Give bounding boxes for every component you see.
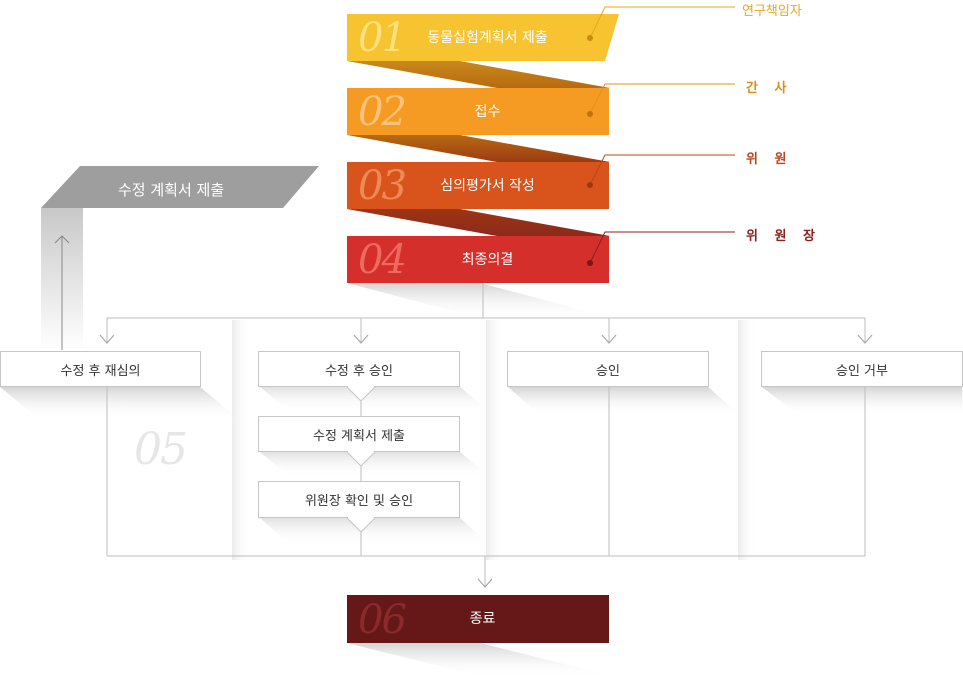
- role-01: 연구책임자: [742, 4, 802, 19]
- step-03-label: 심의평가서 작성: [440, 178, 535, 194]
- role-02: 간 사: [746, 81, 793, 96]
- col-shadow-2: [232, 320, 250, 560]
- ribbon-01-02: [347, 61, 610, 88]
- flow-lines: [106, 283, 866, 586]
- revise-label: 수정 계획서 제출: [118, 181, 225, 199]
- step-04-number: 04: [358, 237, 407, 283]
- step-05-number: 05: [134, 424, 188, 475]
- role-04: 위 원 장: [746, 229, 821, 244]
- ribbon-02-03: [347, 135, 610, 162]
- outcome-approve: 승인: [507, 351, 709, 387]
- flow-arrowheads: [99, 334, 873, 588]
- step-03-bar: [347, 162, 609, 209]
- step-01-label: 동물실험계획서 제출: [427, 30, 548, 46]
- step-01-bar: [347, 14, 619, 61]
- outcome-reject: 승인 거부: [761, 351, 963, 387]
- step-02-number: 02: [358, 89, 407, 135]
- sub-step-submit-revised: 수정 계획서 제출: [258, 416, 460, 452]
- outcome-revise-approve: 수정 후 승인: [258, 351, 460, 387]
- revise-arrow-head: [54, 235, 70, 244]
- outcome-revise-rereview: 수정 후 재심의: [0, 351, 201, 387]
- col-shadow-3: [486, 320, 504, 560]
- step-04-bar: [347, 236, 609, 283]
- step-02-label: 접수: [474, 104, 501, 120]
- step-06-number: 06: [358, 597, 407, 643]
- role-03: 위 원: [746, 152, 793, 167]
- ribbon-03-04: [347, 209, 610, 236]
- step-01-number: 01: [358, 15, 407, 61]
- sub-step-chair-confirm: 위원장 확인 및 승인: [258, 481, 460, 518]
- step-02-bar: [347, 88, 609, 135]
- step-04-label: 최종의결: [461, 252, 514, 268]
- col-shadow-4: [738, 320, 756, 560]
- step-06-bar: [347, 595, 609, 643]
- step-06-label: 종료: [469, 611, 496, 627]
- revise-bar: [41, 166, 319, 208]
- step-03-number: 03: [358, 163, 407, 209]
- role-connectors: [589, 6, 735, 264]
- role-dots: [587, 35, 593, 266]
